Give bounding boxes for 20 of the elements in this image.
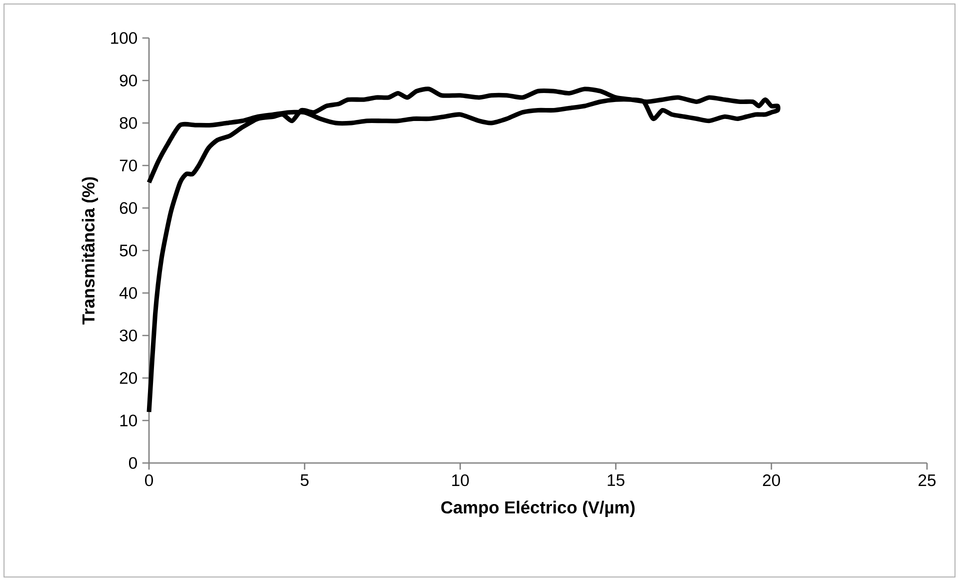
y-tick-label: 80: [120, 117, 137, 129]
y-tick-label: 50: [120, 244, 137, 256]
y-tick-label: 60: [120, 202, 137, 214]
y-tick-label: 0: [129, 457, 137, 469]
y-tick-label: 20: [120, 372, 137, 384]
y-tick-label: 70: [120, 160, 137, 172]
x-tick-label: 5: [300, 474, 309, 486]
y-tick-label: 30: [120, 330, 137, 342]
line-series: [146, 86, 780, 414]
x-tick-label: 25: [918, 474, 936, 486]
y-axis-title: Transmitância (%): [81, 177, 98, 324]
x-tick-label: 15: [608, 474, 624, 486]
x-tick-label: 0: [145, 474, 153, 486]
y-tick-label: 100: [111, 32, 137, 44]
y-tick-label: 10: [120, 414, 137, 426]
x-tick-label: 10: [452, 474, 469, 486]
x-tick-label: 20: [762, 474, 780, 486]
y-tick-label: 40: [119, 287, 137, 299]
y-tick-label: 90: [120, 74, 137, 86]
x-axis-title: Campo Eléctrico (V/µm): [441, 500, 635, 517]
